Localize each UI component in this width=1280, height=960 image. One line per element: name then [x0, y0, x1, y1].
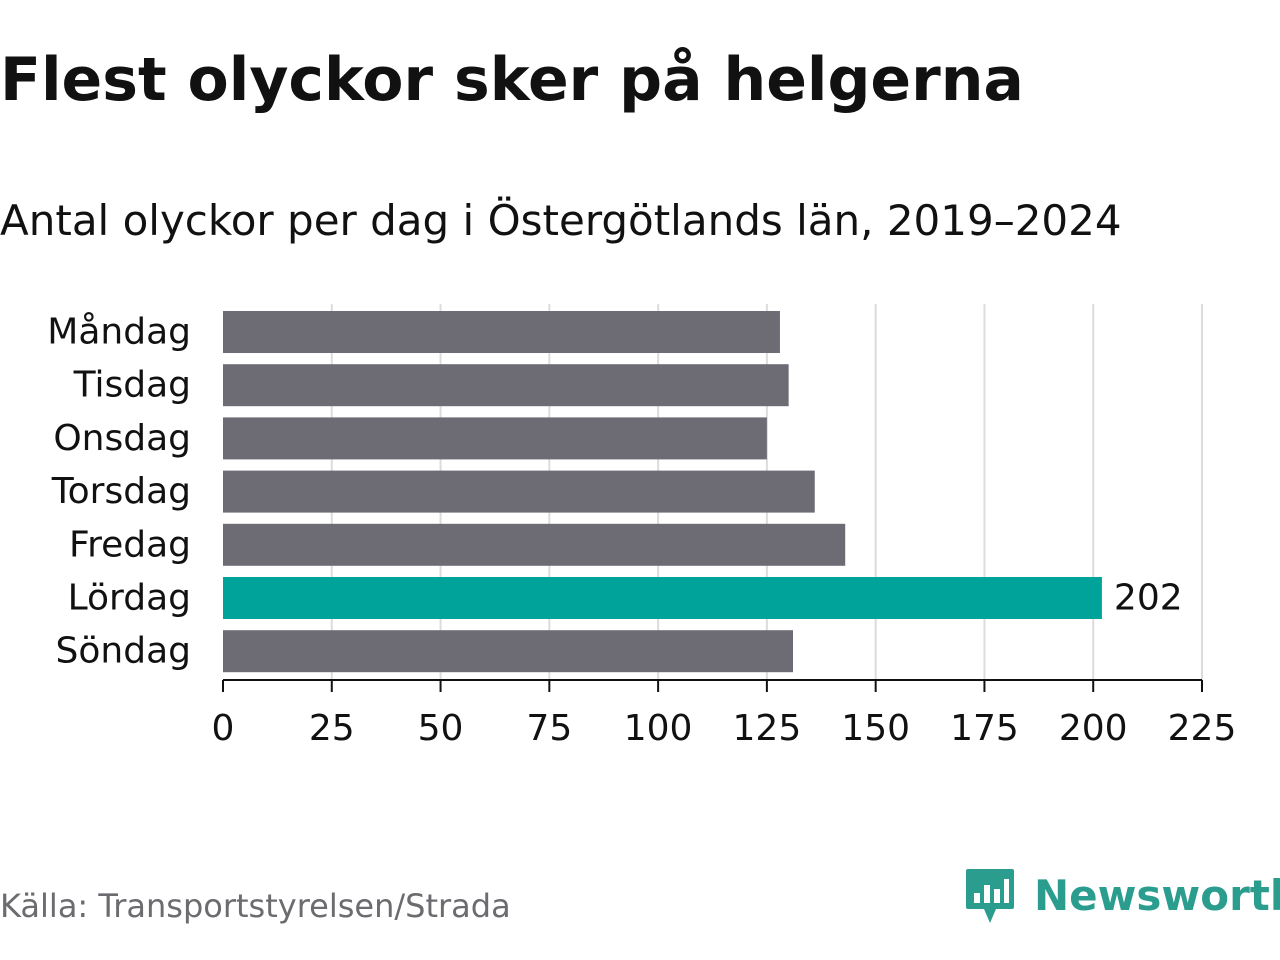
data-labels: 202 [1114, 578, 1183, 619]
bars [223, 311, 1102, 673]
brand-name: Newsworthy [1034, 871, 1280, 920]
category-label: Torsdag [51, 471, 191, 512]
category-labels: Måndag Tisdag Onsdag Torsdag Fredag Lördag Sön… [47, 312, 191, 672]
x-tick-label: 25 [309, 708, 355, 749]
category-label: Onsdag [53, 418, 191, 459]
x-axis: 0 25 50 75 100 125 150 175 200 225 [212, 679, 1237, 749]
category-label: Måndag [47, 312, 191, 353]
bar-fredag [223, 523, 846, 566]
category-label: Tisdag [73, 365, 191, 406]
bar-torsdag [223, 470, 815, 513]
bar-tisdag [223, 364, 789, 407]
data-label: 202 [1114, 578, 1183, 619]
category-label: Lördag [68, 578, 191, 619]
bar-måndag [223, 311, 780, 353]
x-tick-label: 0 [212, 708, 235, 749]
x-tick-label: 225 [1168, 708, 1237, 749]
newsworthy-brand: Newsworthy [964, 864, 1280, 928]
x-tick-label: 200 [1059, 708, 1128, 749]
bar-lördag [223, 577, 1102, 619]
newsworthy-logo-icon [966, 869, 1014, 923]
x-tick-label: 175 [950, 708, 1019, 749]
x-tick-label: 100 [624, 708, 693, 749]
x-tick-label: 125 [733, 708, 802, 749]
bar-söndag [223, 630, 793, 673]
category-label: Fredag [69, 524, 191, 565]
chart-subtitle: Antal olyckor per dag i Östergötlands lä… [0, 196, 1122, 245]
category-label: Söndag [56, 631, 191, 672]
bar-onsdag [223, 417, 767, 460]
x-tick-label: 150 [841, 708, 910, 749]
source-note: Källa: Transportstyrelsen/Strada [0, 887, 511, 925]
chart-title: Flest olyckor sker på helgerna [0, 45, 1024, 115]
x-tick-label: 50 [418, 708, 464, 749]
x-tick-label: 75 [526, 708, 572, 749]
